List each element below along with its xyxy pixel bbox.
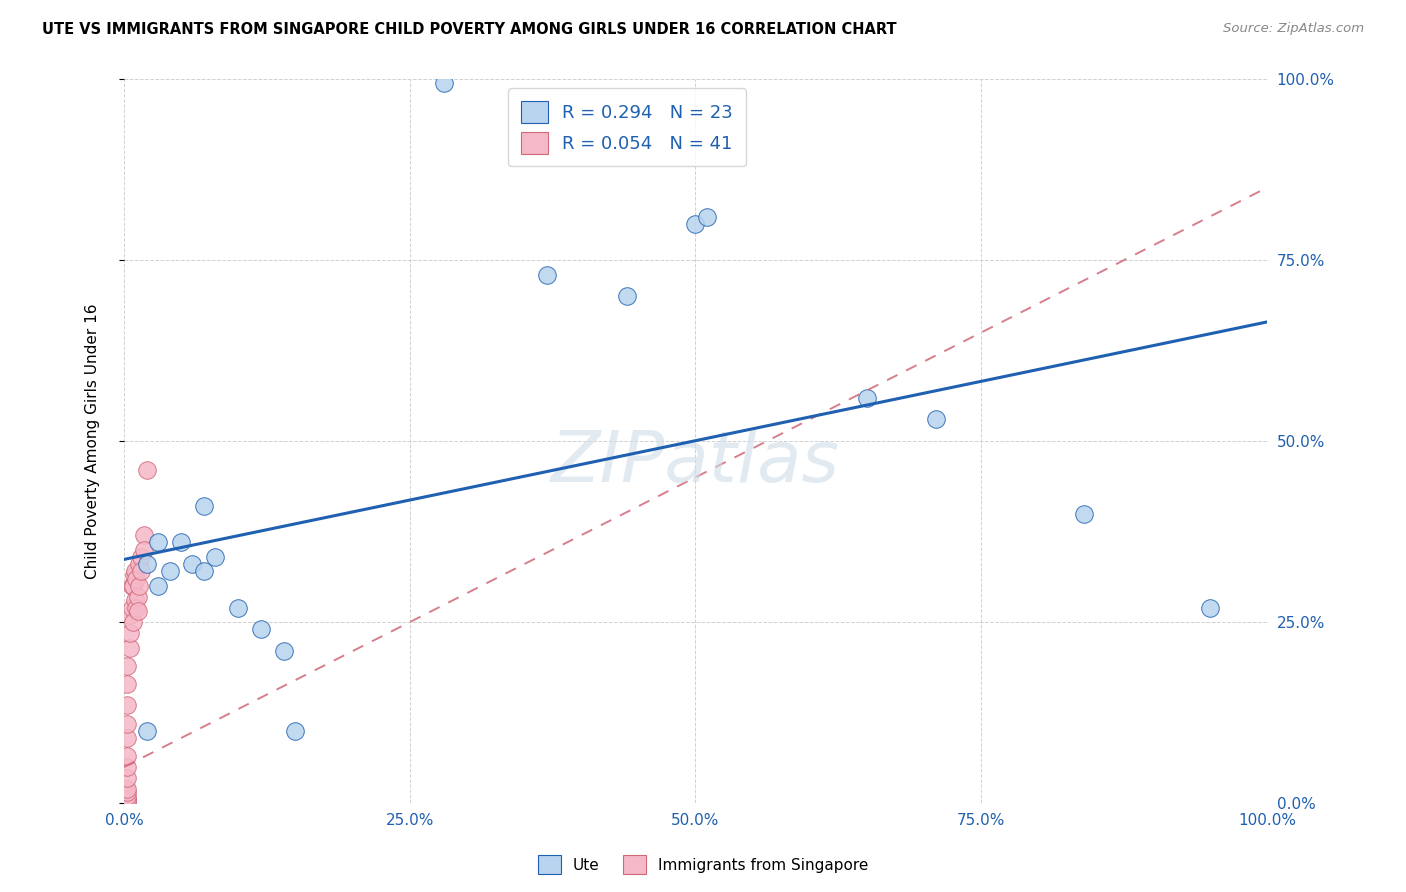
Point	[433, 76, 456, 90]
Point	[856, 391, 879, 405]
Point	[117, 677, 139, 691]
Y-axis label: Child Poverty Among Girls Under 16: Child Poverty Among Girls Under 16	[86, 303, 100, 579]
Point	[129, 549, 152, 564]
Point	[685, 217, 707, 231]
Point	[124, 593, 146, 607]
Point	[122, 615, 145, 629]
Point	[128, 558, 150, 572]
Point	[127, 604, 149, 618]
Text: Source: ZipAtlas.com: Source: ZipAtlas.com	[1223, 22, 1364, 36]
Point	[117, 792, 139, 806]
Point	[118, 607, 141, 622]
Point	[117, 792, 139, 806]
Point	[117, 789, 139, 803]
Point	[117, 792, 139, 806]
Point	[616, 289, 638, 303]
Point	[118, 626, 141, 640]
Point	[536, 268, 558, 282]
Point	[125, 572, 148, 586]
Point	[117, 771, 139, 785]
Point	[148, 535, 170, 549]
Point	[117, 792, 139, 806]
Point	[250, 623, 273, 637]
Point	[118, 640, 141, 655]
Point	[124, 565, 146, 579]
Point	[170, 535, 193, 549]
Point	[125, 600, 148, 615]
Point	[135, 463, 157, 477]
Point	[117, 792, 139, 806]
Point	[122, 568, 145, 582]
Point	[117, 792, 139, 806]
Point	[181, 558, 204, 572]
Point	[134, 542, 156, 557]
Point	[122, 579, 145, 593]
Text: ZIPatlas: ZIPatlas	[551, 428, 839, 498]
Point	[134, 528, 156, 542]
Point	[121, 579, 143, 593]
Point	[135, 723, 157, 738]
Point	[117, 792, 139, 806]
Point	[696, 210, 718, 224]
Point	[159, 565, 181, 579]
Point	[148, 579, 170, 593]
Legend: Ute, Immigrants from Singapore: Ute, Immigrants from Singapore	[531, 849, 875, 880]
Point	[117, 731, 139, 745]
Point	[924, 412, 946, 426]
Point	[273, 644, 295, 658]
Point	[193, 500, 215, 514]
Point	[117, 749, 139, 764]
Point	[127, 590, 149, 604]
Point	[117, 792, 139, 806]
Legend: R = 0.294   N = 23, R = 0.054   N = 41: R = 0.294 N = 23, R = 0.054 N = 41	[508, 88, 745, 167]
Point	[226, 600, 249, 615]
Point	[1199, 600, 1222, 615]
Point	[117, 658, 139, 673]
Point	[117, 792, 139, 806]
Point	[1073, 507, 1095, 521]
Point	[117, 760, 139, 774]
Point	[117, 781, 139, 796]
Point	[117, 698, 139, 713]
Point	[204, 549, 226, 564]
Point	[284, 723, 307, 738]
Point	[117, 785, 139, 799]
Point	[135, 558, 157, 572]
Point	[128, 579, 150, 593]
Point	[121, 600, 143, 615]
Point	[117, 716, 139, 731]
Point	[129, 565, 152, 579]
Text: UTE VS IMMIGRANTS FROM SINGAPORE CHILD POVERTY AMONG GIRLS UNDER 16 CORRELATION : UTE VS IMMIGRANTS FROM SINGAPORE CHILD P…	[42, 22, 897, 37]
Point	[193, 565, 215, 579]
